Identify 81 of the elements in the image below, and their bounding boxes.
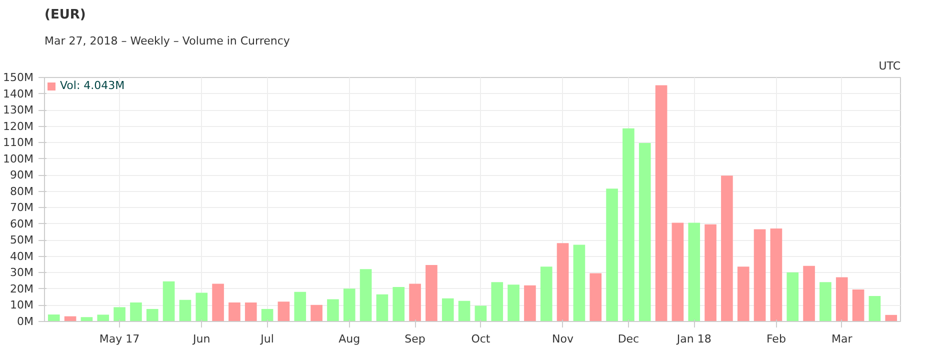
x-tick-label: Jul xyxy=(260,332,274,346)
bar xyxy=(278,302,290,322)
bar xyxy=(573,244,586,322)
bar xyxy=(590,273,602,322)
bar xyxy=(212,284,224,322)
bar xyxy=(442,298,454,322)
y-tick-label: 60M xyxy=(10,217,34,230)
y-tick-label: 80M xyxy=(10,184,34,198)
bar xyxy=(343,288,356,322)
y-tick-label: 10M xyxy=(10,298,34,312)
y-tick-label: 140M xyxy=(3,87,34,100)
bar xyxy=(392,287,405,322)
bar xyxy=(409,284,421,322)
y-tick-label: 20M xyxy=(10,282,34,296)
bar xyxy=(836,277,848,322)
bar xyxy=(655,85,668,322)
y-tick-label: 130M xyxy=(3,104,34,117)
text: UTC xyxy=(878,60,901,72)
x-tick-label: Jun xyxy=(192,332,210,346)
bar xyxy=(852,289,864,322)
bar xyxy=(868,296,881,322)
bar xyxy=(130,302,142,322)
bar xyxy=(606,188,618,322)
bar xyxy=(294,292,306,322)
chart-subtitle: Mar 27, 2018 – Weekly – Volume in Currency xyxy=(44,34,290,48)
y-tick-label: 70M xyxy=(10,201,34,214)
bar xyxy=(737,266,750,322)
bar xyxy=(770,228,782,322)
bar xyxy=(721,176,733,322)
y-tick-label: 110M xyxy=(3,136,34,150)
bar xyxy=(638,143,651,322)
bar xyxy=(688,222,700,322)
bar xyxy=(885,314,898,322)
bar xyxy=(672,222,684,322)
bar xyxy=(491,282,504,322)
x-tick-label: Feb xyxy=(766,332,786,346)
bar xyxy=(524,285,536,322)
bar xyxy=(820,282,832,322)
bar xyxy=(458,300,470,322)
bar xyxy=(196,292,208,322)
y-tick-label: 150M xyxy=(3,71,34,84)
legend-label: Vol: 4.043M xyxy=(60,79,125,92)
bar xyxy=(327,299,339,322)
bar xyxy=(360,269,372,322)
bar xyxy=(376,294,388,322)
y-tick-label: 50M xyxy=(10,234,34,247)
y-tick-label: 40M xyxy=(10,250,34,263)
x-tick-label: Aug xyxy=(338,332,360,346)
x-tick-label: Dec xyxy=(618,332,640,346)
y-tick-label: 30M xyxy=(10,266,34,280)
bar xyxy=(162,281,175,322)
bar xyxy=(474,306,487,322)
bar xyxy=(622,128,634,322)
y-tick-label: 100M xyxy=(3,152,34,166)
bar xyxy=(310,304,322,322)
bar xyxy=(179,300,192,322)
bar xyxy=(114,307,126,322)
bar xyxy=(261,308,274,322)
x-tick-label: May 17 xyxy=(99,332,140,346)
x-tick-label: Jan 18 xyxy=(676,332,712,346)
bar xyxy=(97,314,110,322)
bar xyxy=(540,266,552,322)
bar xyxy=(426,265,438,322)
bar xyxy=(556,243,569,322)
bar xyxy=(146,308,158,322)
x-tick-label: Oct xyxy=(471,332,491,346)
y-tick-label: 120M xyxy=(3,120,34,133)
bar xyxy=(786,272,799,322)
bar xyxy=(704,224,716,322)
x-tick-label: Sep xyxy=(404,332,426,346)
y-tick-label: 90M xyxy=(10,168,34,182)
x-tick-label: Mar xyxy=(831,332,853,346)
y-tick-label: 0M xyxy=(17,315,34,328)
bar xyxy=(508,284,520,322)
bar xyxy=(244,302,257,322)
bar xyxy=(754,229,766,322)
x-tick-label: Nov xyxy=(552,332,574,346)
bar xyxy=(228,302,240,322)
bar xyxy=(48,314,60,322)
chart-title: (EUR) xyxy=(44,8,86,22)
bar xyxy=(803,266,815,322)
